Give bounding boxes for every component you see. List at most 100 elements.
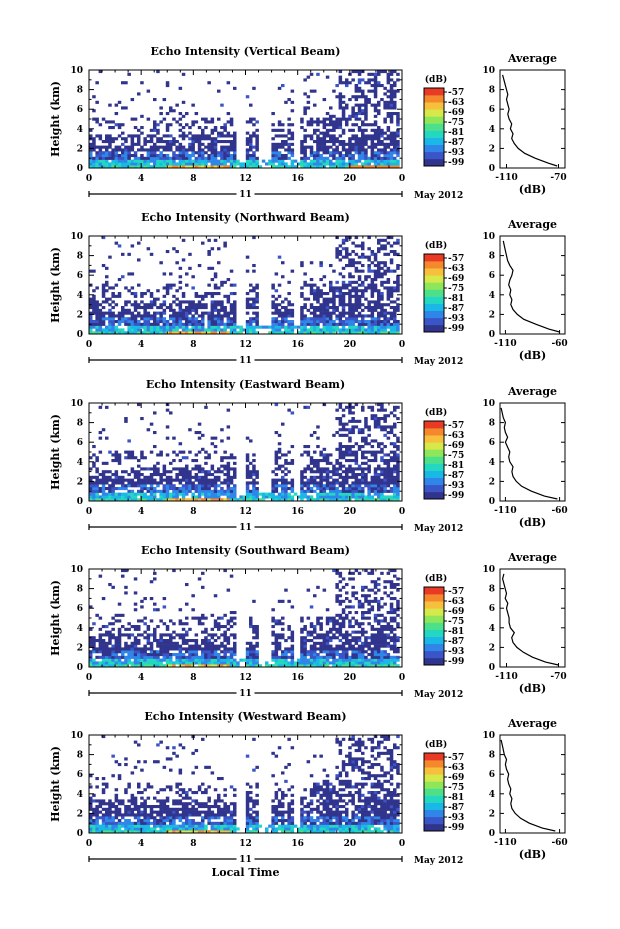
heatmap-cell — [197, 145, 202, 149]
heatmap-cell — [373, 419, 378, 423]
heatmap-cell — [226, 278, 231, 282]
heatmap-cell — [130, 633, 135, 637]
heatmap-cell — [316, 123, 320, 127]
heatmap-cell — [380, 417, 384, 421]
heatmap-cell — [101, 264, 106, 268]
heatmap-cell — [284, 478, 288, 482]
heatmap-cell — [137, 658, 141, 662]
heatmap-cell — [325, 492, 330, 496]
colorbar-swatch — [424, 289, 444, 297]
heatmap-cell — [140, 292, 144, 296]
heatmap-cell — [357, 140, 362, 144]
heatmap-cell — [287, 148, 291, 152]
heatmap-cell — [201, 325, 205, 329]
heatmap-cell — [149, 140, 154, 144]
heatmap-cell — [284, 653, 288, 657]
heatmap-cell — [348, 475, 352, 479]
heatmap-cell — [217, 636, 221, 640]
heatmap-cell — [325, 292, 330, 296]
heatmap-cell — [354, 495, 359, 499]
heatmap-cell — [105, 145, 109, 149]
heatmap-cell — [207, 639, 211, 643]
heatmap-cell — [156, 165, 160, 169]
heatmap-cell — [357, 325, 362, 329]
heatmap-cell — [361, 408, 365, 412]
heatmap-cell — [133, 134, 138, 138]
heatmap-cell — [300, 308, 304, 312]
heatmap-cell — [181, 655, 186, 659]
heatmap-cell — [210, 650, 215, 654]
heatmap-cell — [233, 664, 237, 668]
heatmap-cell — [341, 428, 346, 432]
heatmap-cell — [213, 238, 218, 242]
heatmap-cell — [169, 106, 173, 110]
heatmap-cell — [95, 159, 99, 163]
heatmap-cell — [306, 481, 311, 485]
heatmap-cell — [194, 120, 199, 124]
heatmap-cell — [361, 145, 365, 149]
average-y-tick-label: 6 — [489, 438, 495, 448]
date-month: May 2012 — [414, 191, 463, 201]
heatmap-cell — [149, 489, 154, 493]
heatmap-cell — [143, 317, 147, 321]
heatmap-cell — [98, 450, 103, 454]
heatmap-cell — [367, 275, 371, 279]
heatmap-cell — [281, 84, 285, 88]
heatmap-cell — [108, 331, 112, 335]
heatmap-cell — [281, 145, 285, 149]
heatmap-cell — [377, 165, 381, 169]
heatmap-cell — [101, 289, 106, 293]
heatmap-cell — [367, 72, 371, 76]
heatmap-cell — [169, 641, 173, 645]
heatmap-cell — [105, 470, 109, 474]
x-tick-label: 4 — [138, 174, 144, 184]
heatmap-cell — [101, 481, 106, 485]
heatmap-cell — [159, 489, 163, 493]
heatmap-cell — [111, 292, 115, 296]
heatmap-cell — [306, 308, 311, 312]
heatmap-cell — [169, 495, 173, 499]
heatmap-cell — [345, 328, 349, 332]
heatmap-cell — [322, 456, 327, 460]
heatmap-cell — [380, 328, 384, 332]
heatmap-cell — [130, 484, 135, 488]
heatmap-cell — [252, 306, 256, 310]
heatmap-cell — [316, 134, 320, 138]
heatmap-cell — [165, 425, 170, 429]
heatmap-cell — [319, 292, 323, 296]
heatmap-cell — [393, 156, 397, 160]
heatmap-cell — [341, 478, 346, 482]
heatmap-cell — [348, 117, 352, 121]
heatmap-cell — [236, 664, 240, 668]
heatmap-cell — [393, 489, 397, 493]
heatmap-cell — [325, 112, 330, 116]
heatmap-cell — [364, 275, 368, 279]
panel-title: Echo Intensity (Northward Beam) — [141, 211, 350, 224]
heatmap-cell — [181, 258, 186, 262]
heatmap-cell — [111, 151, 115, 155]
heatmap-cell — [303, 78, 307, 82]
heatmap-cell — [290, 123, 295, 127]
heatmap-cell — [361, 456, 365, 460]
heatmap-cell — [239, 162, 243, 166]
heatmap-cell — [354, 123, 359, 127]
heatmap-cell — [140, 126, 144, 130]
heatmap-cell — [92, 311, 96, 315]
heatmap-cell — [332, 322, 336, 326]
heatmap-cell — [386, 498, 391, 502]
heatmap-cell — [95, 650, 99, 654]
heatmap-cell — [108, 622, 112, 626]
heatmap-cell — [389, 98, 394, 102]
heatmap-cell — [226, 622, 231, 626]
heatmap-cell — [162, 162, 167, 166]
heatmap-cell — [389, 498, 394, 502]
heatmap-cell — [178, 650, 183, 654]
heatmap-cell — [297, 658, 301, 662]
heatmap-cell — [117, 630, 122, 634]
heatmap-cell — [313, 450, 317, 454]
heatmap-cell — [287, 661, 291, 665]
heatmap-cell — [207, 250, 211, 254]
colorbar: (dB)-57-63-69-75-81-87-93-99 — [423, 407, 464, 501]
heatmap-cell — [133, 126, 138, 130]
heatmap-cell — [380, 467, 384, 471]
